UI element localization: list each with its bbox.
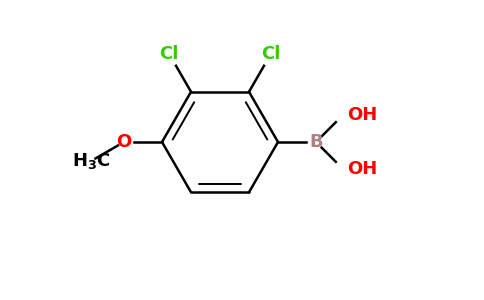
Text: O: O <box>116 133 132 151</box>
Text: Cl: Cl <box>159 45 179 63</box>
Text: OH: OH <box>348 160 378 178</box>
Text: B: B <box>309 133 323 151</box>
Text: Cl: Cl <box>261 45 281 63</box>
Text: OH: OH <box>348 106 378 124</box>
Text: $\mathregular{H_3C}$: $\mathregular{H_3C}$ <box>72 151 110 171</box>
